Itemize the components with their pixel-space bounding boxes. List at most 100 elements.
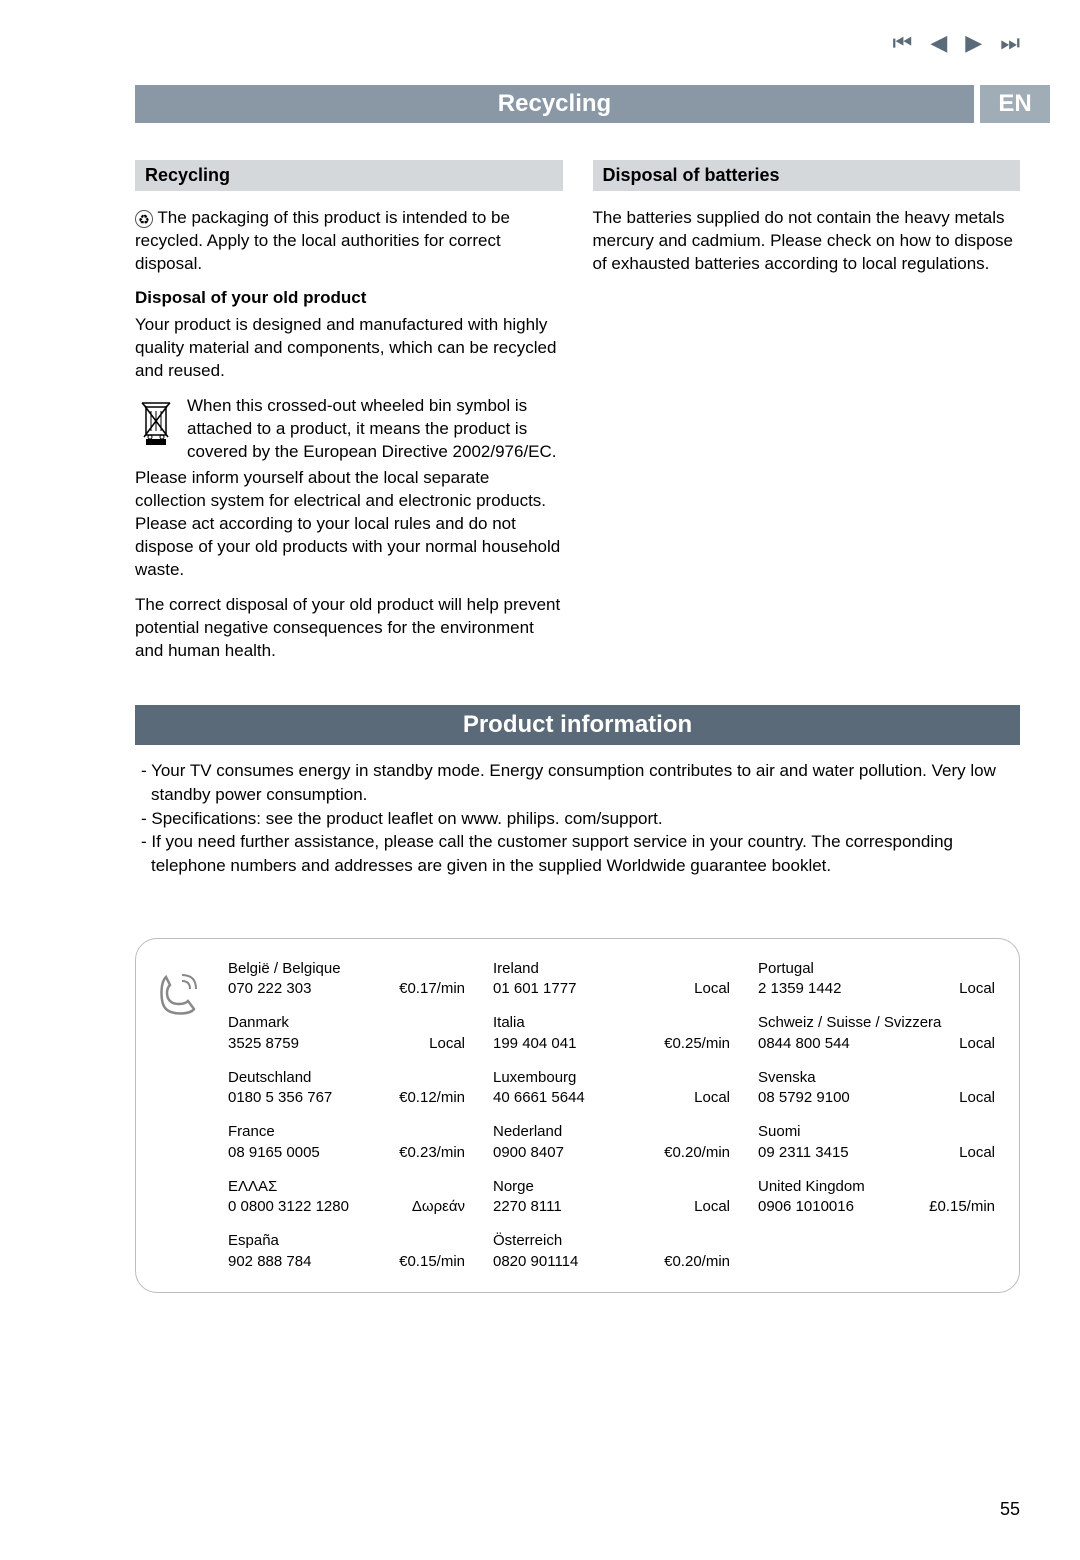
- contact-phone: 0 0800 3122 1280: [228, 1197, 349, 1217]
- contact-row: 2 1359 1442Local: [758, 979, 995, 999]
- contact-row: 09 2311 3415Local: [758, 1143, 995, 1163]
- contact-rate: €0.23/min: [399, 1143, 465, 1163]
- wheelie-bin-row: When this crossed-out wheeled bin symbol…: [135, 395, 563, 464]
- contact-rate: £0.15/min: [929, 1197, 995, 1217]
- contact-item: Danmark3525 8759 Local: [228, 1013, 465, 1054]
- contact-row: 3525 8759 Local: [228, 1034, 465, 1054]
- contact-item: France08 9165 0005 €0.23/min: [228, 1122, 465, 1163]
- contact-phone: 902 888 784: [228, 1252, 311, 1272]
- contact-country: Italia: [493, 1013, 730, 1033]
- contact-phone: 0844 800 544: [758, 1034, 850, 1054]
- contact-country: Nederland: [493, 1122, 730, 1142]
- title-bar: Recycling EN: [135, 85, 1050, 123]
- contact-item: Ireland01 601 1777 Local: [493, 959, 730, 1000]
- contact-rate: €0.25/min: [664, 1034, 730, 1054]
- disposal-p3: Please inform yourself about the local s…: [135, 467, 563, 582]
- disposal-p4: The correct disposal of your old product…: [135, 594, 563, 663]
- info-bullet-1: - Your TV consumes energy in standby mod…: [145, 759, 1020, 807]
- contact-row: 199 404 041 €0.25/min: [493, 1034, 730, 1054]
- contact-country: Suomi: [758, 1122, 995, 1142]
- contact-item: España902 888 784 €0.15/min: [228, 1231, 465, 1272]
- contact-row: 0 0800 3122 1280 Δωρεάν: [228, 1197, 465, 1217]
- contact-phone: 2270 8111: [493, 1197, 562, 1217]
- contact-row: 08 9165 0005 €0.23/min: [228, 1143, 465, 1163]
- contact-country: Danmark: [228, 1013, 465, 1033]
- contact-phone: 0906 1010016: [758, 1197, 854, 1217]
- contact-rate: Local: [959, 1034, 995, 1054]
- contact-rate: Local: [959, 1143, 995, 1163]
- contact-item: Suomi09 2311 3415Local: [758, 1122, 995, 1163]
- contact-rate: Local: [694, 1197, 730, 1217]
- product-info-header: Product information: [135, 705, 1020, 745]
- contact-rate: Local: [959, 1088, 995, 1108]
- contact-phone: 01 601 1777: [493, 979, 576, 999]
- nav-prev-icon[interactable]: ◀: [930, 30, 947, 56]
- recycle-icon: ♻: [135, 210, 153, 228]
- page-title: Recycling: [135, 85, 974, 123]
- contact-rate: Local: [694, 1088, 730, 1108]
- nav-next-icon[interactable]: ▶: [965, 30, 982, 56]
- contact-phone: 2 1359 1442: [758, 979, 841, 999]
- recycling-intro-text: The packaging of this product is intende…: [135, 208, 510, 273]
- contact-row: 070 222 303 €0.17/min: [228, 979, 465, 999]
- contact-country: Norge: [493, 1177, 730, 1197]
- contact-rate: €0.17/min: [399, 979, 465, 999]
- contact-phone: 0900 8407: [493, 1143, 564, 1163]
- contact-phone: 08 9165 0005: [228, 1143, 320, 1163]
- contact-country: Ireland: [493, 959, 730, 979]
- contact-phone: 070 222 303: [228, 979, 311, 999]
- contact-rate: €0.15/min: [399, 1252, 465, 1272]
- info-bullet-2: - Specifications: see the product leafle…: [145, 807, 1020, 831]
- contact-item: Luxembourg40 6661 5644 Local: [493, 1068, 730, 1109]
- batteries-header: Disposal of batteries: [593, 160, 1021, 191]
- contact-country: Österreich: [493, 1231, 730, 1251]
- contact-item: Schweiz / Suisse / Svizzera0844 800 544 L…: [758, 1013, 995, 1054]
- language-badge: EN: [980, 85, 1050, 123]
- nav-last-icon[interactable]: ⏭: [1000, 30, 1020, 56]
- contact-phone: 0820 901114: [493, 1252, 578, 1272]
- contact-country: France: [228, 1122, 465, 1142]
- contact-rate: Local: [694, 979, 730, 999]
- info-bullet-3: - If you need further assistance, please…: [145, 830, 1020, 878]
- disposal-heading: Disposal of your old product: [135, 288, 563, 308]
- contact-country: Schweiz / Suisse / Svizzera: [758, 1013, 995, 1033]
- disposal-p1: Your product is designed and manufacture…: [135, 314, 563, 383]
- content-area: Recycling ♻ The packaging of this produc…: [135, 160, 1020, 1293]
- contact-row: 08 5792 9100 Local: [758, 1088, 995, 1108]
- contact-country: Deutschland: [228, 1068, 465, 1088]
- contact-row: 01 601 1777 Local: [493, 979, 730, 999]
- wheelie-bin-icon: [135, 395, 177, 453]
- contact-phone: 199 404 041: [493, 1034, 576, 1054]
- contact-country: EΛΛAΣ: [228, 1177, 465, 1197]
- contact-country: España: [228, 1231, 465, 1251]
- two-column-layout: Recycling ♻ The packaging of this produc…: [135, 160, 1020, 675]
- contact-item: Portugal2 1359 1442Local: [758, 959, 995, 1000]
- contact-row: 0906 1010016 £0.15/min: [758, 1197, 995, 1217]
- contact-row: 0900 8407 €0.20/min: [493, 1143, 730, 1163]
- contact-rate: Local: [429, 1034, 465, 1054]
- phone-icon: [148, 959, 208, 1272]
- contact-rate: €0.20/min: [664, 1143, 730, 1163]
- contact-row: 0820 901114€0.20/min: [493, 1252, 730, 1272]
- disposal-p2: When this crossed-out wheeled bin symbol…: [187, 395, 563, 464]
- contact-item: België / Belgique070 222 303€0.17/min: [228, 959, 465, 1000]
- contact-row: 2270 8111 Local: [493, 1197, 730, 1217]
- contact-row: 0844 800 544 Local: [758, 1034, 995, 1054]
- contact-phone: 3525 8759: [228, 1034, 299, 1054]
- contact-country: United Kingdom: [758, 1177, 995, 1197]
- contact-box: België / Belgique070 222 303€0.17/minIre…: [135, 938, 1020, 1293]
- contact-rate: Δωρεάν: [412, 1197, 465, 1217]
- contact-item: Italia199 404 041 €0.25/min: [493, 1013, 730, 1054]
- contact-country: Luxembourg: [493, 1068, 730, 1088]
- nav-first-icon[interactable]: ⏮: [893, 30, 913, 56]
- contact-item: Svenska08 5792 9100 Local: [758, 1068, 995, 1109]
- contact-phone: 08 5792 9100: [758, 1088, 850, 1108]
- recycling-header: Recycling: [135, 160, 563, 191]
- contact-item: United Kingdom0906 1010016 £0.15/min: [758, 1177, 995, 1218]
- contact-phone: 40 6661 5644: [493, 1088, 585, 1108]
- batteries-p1: The batteries supplied do not contain th…: [593, 207, 1021, 276]
- contact-item: Österreich0820 901114€0.20/min: [493, 1231, 730, 1272]
- contact-row: 902 888 784 €0.15/min: [228, 1252, 465, 1272]
- contact-country: Svenska: [758, 1068, 995, 1088]
- recycling-intro: ♻ The packaging of this product is inten…: [135, 207, 563, 276]
